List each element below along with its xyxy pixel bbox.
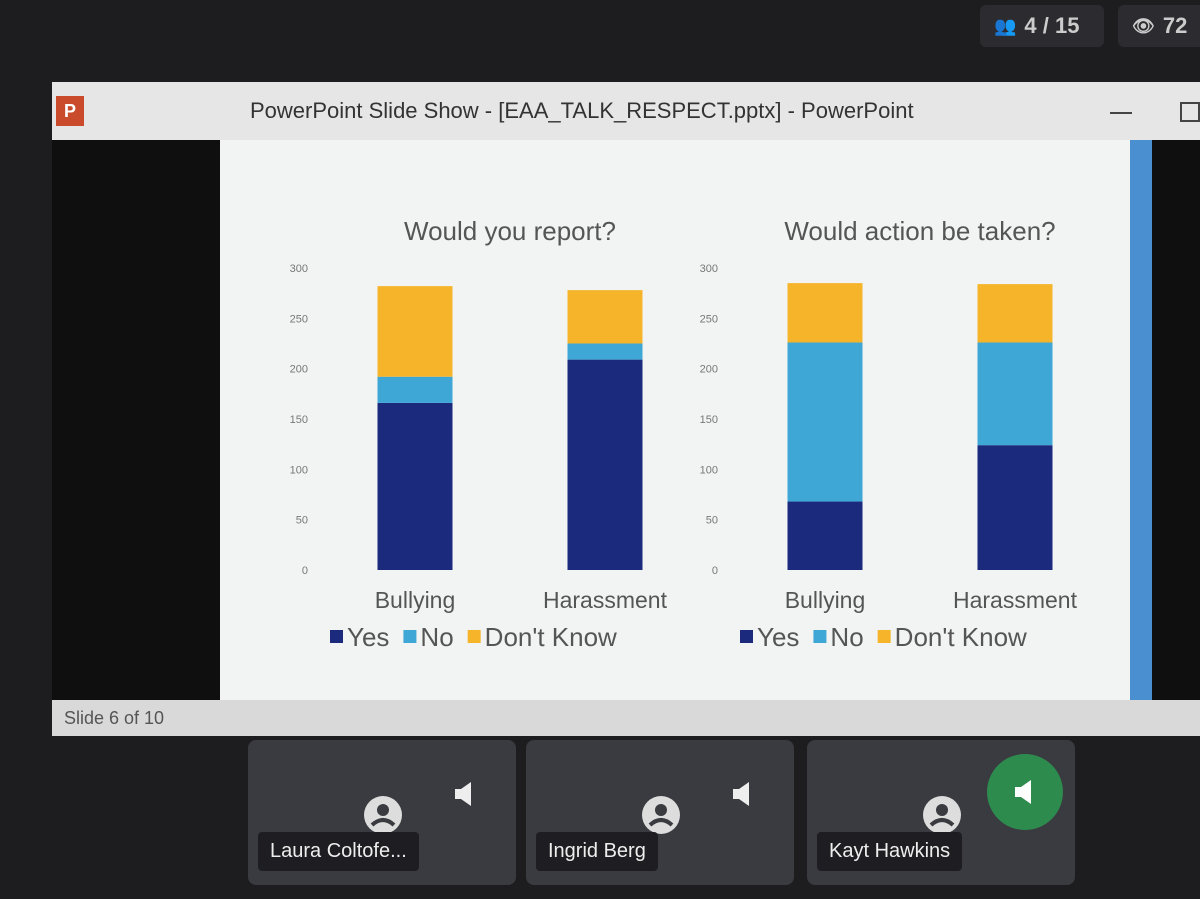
legend-swatch — [740, 630, 753, 643]
y-tick-label: 50 — [706, 515, 718, 527]
viewer-count: 72 — [1162, 13, 1188, 38]
legend-label: Yes — [757, 622, 799, 652]
x-tick-label: Bullying — [375, 587, 456, 613]
x-tick-label: Harassment — [543, 587, 668, 613]
legend-label: No — [420, 622, 453, 652]
participant-name: Laura Coltofe... — [258, 832, 419, 871]
legend-swatch — [330, 630, 343, 643]
speaker-icon — [455, 782, 471, 806]
avatar — [642, 796, 680, 834]
slide-status: Slide 6 of 10 — [64, 708, 165, 728]
participant-name: Ingrid Berg — [536, 832, 658, 871]
app-icon: P — [56, 96, 84, 126]
x-tick-label: Bullying — [785, 587, 866, 613]
bar-segment — [567, 290, 643, 344]
legend-label: No — [830, 622, 863, 652]
y-tick-label: 250 — [290, 313, 308, 325]
x-tick-label: Harassment — [953, 587, 1078, 613]
bar-segment — [977, 445, 1053, 570]
y-tick-label: 50 — [296, 515, 308, 527]
y-tick-label: 150 — [700, 414, 718, 426]
participant-tile[interactable]: Ingrid Berg — [526, 740, 794, 885]
participant-name: Kayt Hawkins — [817, 832, 963, 871]
legend-swatch — [813, 630, 827, 643]
viewers-chip[interactable]: 👁 72 — [1118, 5, 1200, 47]
bar-segment — [787, 342, 863, 502]
avatar — [364, 796, 402, 834]
bar-segment — [377, 376, 453, 403]
y-tick-label: 150 — [290, 414, 308, 426]
speaker-icon — [733, 782, 749, 806]
chart-title: Would action be taken? — [784, 216, 1055, 246]
bar-segment — [377, 286, 453, 377]
speaking-indicator — [987, 754, 1063, 830]
y-tick-label: 200 — [290, 364, 308, 376]
bar-segment — [567, 343, 643, 360]
y-tick-label: 250 — [700, 313, 718, 325]
participant-tile[interactable]: Kayt Hawkins — [807, 740, 1075, 885]
y-tick-label: 200 — [700, 364, 718, 376]
participants-chip[interactable]: 👥 4 / 15 — [980, 5, 1104, 47]
legend-swatch — [877, 630, 891, 643]
avatar — [923, 796, 961, 834]
legend-swatch — [467, 630, 481, 643]
y-tick-label: 0 — [302, 565, 308, 577]
y-tick-label: 100 — [700, 464, 718, 476]
y-tick-label: 300 — [290, 263, 308, 275]
legend-label: Yes — [347, 622, 389, 652]
participant-count: 4 / 15 — [1024, 13, 1080, 38]
bar-segment — [977, 342, 1053, 446]
scrollbar — [1130, 140, 1152, 700]
status-bar: Slide 6 of 10 — [52, 700, 1200, 736]
bar-segment — [787, 501, 863, 570]
participant-tile[interactable]: Laura Coltofe... — [248, 740, 516, 885]
slide: Would you report? 0 50 100 150 200 250 300 Bully… — [220, 140, 1130, 700]
bar-segment — [787, 283, 863, 343]
legend-label: Don't Know — [485, 622, 617, 652]
title-bar: P PowerPoint Slide Show - [EAA_TALK_RESP… — [52, 82, 1200, 140]
y-tick-label: 100 — [290, 464, 308, 476]
y-tick-label: 0 — [712, 565, 718, 577]
bar-segment — [377, 402, 453, 570]
legend-label: Don't Know — [895, 622, 1027, 652]
y-tick-label: 300 — [700, 263, 718, 275]
window-title: PowerPoint Slide Show - [EAA_TALK_RESPEC… — [250, 98, 914, 123]
chart-title: Would you report? — [404, 216, 616, 246]
maximize[interactable] — [1180, 102, 1200, 122]
minimize[interactable] — [1110, 112, 1132, 114]
legend-swatch — [403, 630, 417, 643]
bar-segment — [977, 284, 1053, 343]
bar-segment — [567, 359, 643, 570]
